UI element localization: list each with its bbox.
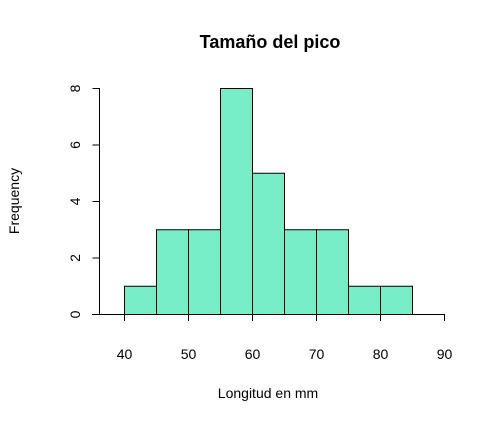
histogram-bar-7: [348, 285, 381, 315]
histogram-bar-3: [220, 88, 253, 315]
histogram-bar-0: [124, 285, 157, 315]
x-tick-label-4: 80: [373, 346, 389, 362]
histogram-bar-4: [252, 172, 285, 315]
histogram-bar-2: [188, 229, 221, 315]
x-tick-label-1: 50: [181, 346, 197, 362]
y-tick-label-2: 4: [67, 197, 83, 205]
x-tick-label-0: 40: [117, 346, 133, 362]
y-axis-label: Frequency: [6, 168, 22, 234]
histogram-bar-5: [284, 229, 317, 315]
x-axis-label: Longitud en mm: [218, 385, 318, 401]
x-tick-label-2: 60: [245, 346, 261, 362]
bars-group: [124, 88, 413, 315]
y-tick-label-1: 2: [67, 254, 83, 262]
y-tick-label-3: 6: [67, 141, 83, 149]
histogram-bar-1: [156, 229, 189, 315]
histogram-bar-8: [380, 285, 413, 315]
x-tick-label-5: 90: [437, 346, 453, 362]
histogram-bar-6: [316, 229, 349, 315]
chart-title: Tamaño del pico: [200, 32, 341, 52]
y-axis: 0 2 4 6 8: [67, 84, 100, 318]
x-tick-label-3: 70: [309, 346, 325, 362]
y-tick-label-0: 0: [67, 310, 83, 318]
y-tick-label-4: 8: [67, 84, 83, 92]
x-axis: 40 50 60 70 80 90: [92, 314, 452, 362]
